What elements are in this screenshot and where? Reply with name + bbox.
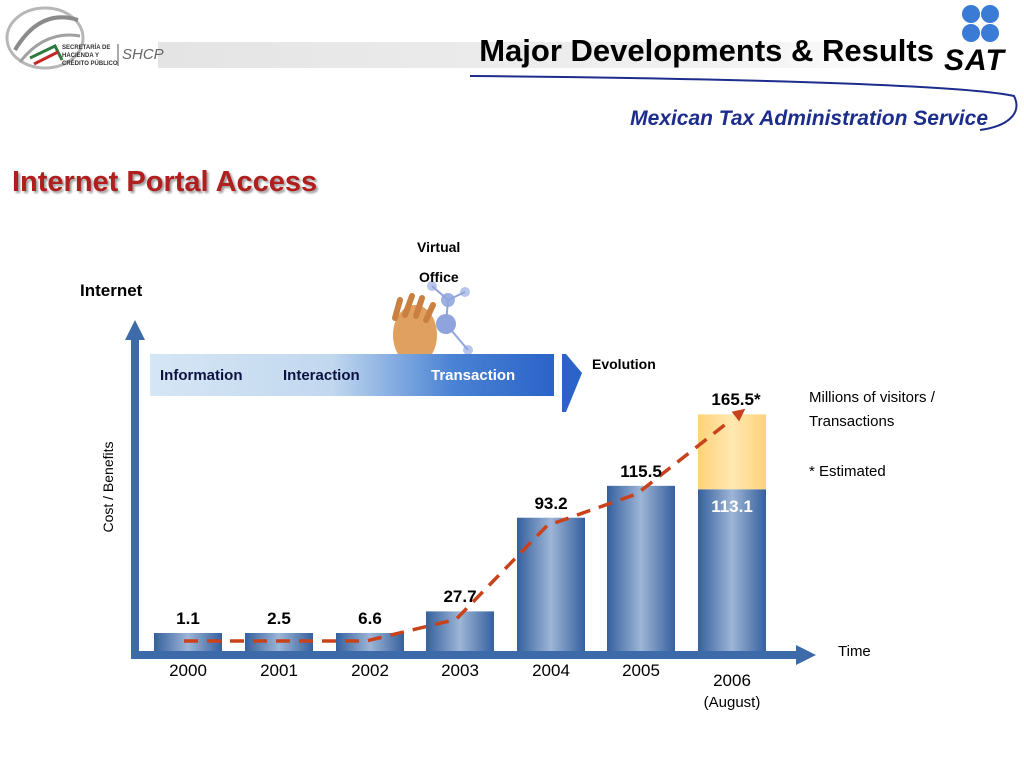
shcp-seal-logo	[5, 6, 85, 70]
value-label-estimate: 165.5*	[711, 390, 761, 410]
x-tick-2000: 2000	[169, 661, 207, 680]
legend-line-2: Transactions	[809, 413, 895, 430]
x-tick-2004: 2004	[532, 661, 570, 680]
value-label-2001: 2.5	[267, 609, 291, 628]
evolution-label: Evolution	[592, 356, 656, 372]
sat-brand: SAT	[944, 44, 1005, 77]
virtual-office-label-2: Office	[419, 269, 459, 285]
value-label-2005: 115.5	[620, 461, 662, 481]
stage-transaction: Transaction	[431, 367, 516, 384]
x-tick-2006: 2006	[713, 671, 751, 690]
bar-2004	[517, 517, 585, 651]
bar-series	[154, 414, 766, 651]
value-label-2004: 93.2	[534, 493, 568, 513]
header-swoosh	[469, 75, 1018, 131]
virtual-office-illustration	[392, 281, 473, 365]
stage-interaction: Interaction	[283, 367, 360, 384]
bar-2003	[426, 611, 494, 651]
value-label-2003: 27.7	[443, 587, 477, 607]
stage-information: Information	[160, 367, 243, 384]
bar-estimate-2006	[698, 414, 766, 490]
trend-line	[184, 408, 746, 643]
evolution-arrow	[562, 354, 582, 412]
internet-label: Internet	[80, 281, 143, 300]
org-name: SECRETARÍA DE HACIENDA Y CRÉDITO PÚBLICO	[62, 44, 118, 68]
bar-2002	[336, 633, 404, 651]
y-axis-label: Cost / Benefits	[100, 441, 116, 533]
bar-2006	[698, 489, 766, 651]
evolution-band	[150, 354, 554, 396]
x-axis	[131, 645, 816, 665]
x-tick-2002: 2002	[351, 661, 389, 680]
x-tick-2005: 2005	[622, 661, 660, 680]
page-title: Major Developments & Results	[479, 33, 934, 68]
virtual-office-label-1: Virtual	[417, 239, 461, 255]
x-tick-sub-2006: (August)	[703, 694, 761, 711]
x-tick-2001: 2001	[260, 661, 298, 680]
sat-dots-logo	[962, 5, 999, 42]
legend-line-1: Millions of visitors /	[809, 389, 935, 406]
org-line-2: HACIENDA Y	[62, 53, 100, 59]
org-abbrev: SHCP	[122, 46, 164, 63]
y-axis	[125, 320, 145, 658]
header-bar	[158, 42, 938, 68]
page-subtitle: Mexican Tax Administration Service	[630, 107, 988, 130]
x-axis-label: Time	[838, 643, 871, 660]
value-label-2000: 1.1	[176, 609, 200, 628]
bar-2005	[607, 485, 675, 651]
legend-note: * Estimated	[809, 463, 886, 480]
section-title: Internet Portal Access	[12, 166, 318, 198]
value-label-2006: 113.1	[711, 497, 753, 517]
value-label-2002: 6.6	[358, 609, 382, 628]
x-tick-2003: 2003	[441, 661, 479, 680]
org-line-1: SECRETARÍA DE	[62, 45, 111, 51]
org-line-3: CRÉDITO PÚBLICO	[62, 61, 118, 67]
trend-arrowhead	[731, 408, 746, 422]
